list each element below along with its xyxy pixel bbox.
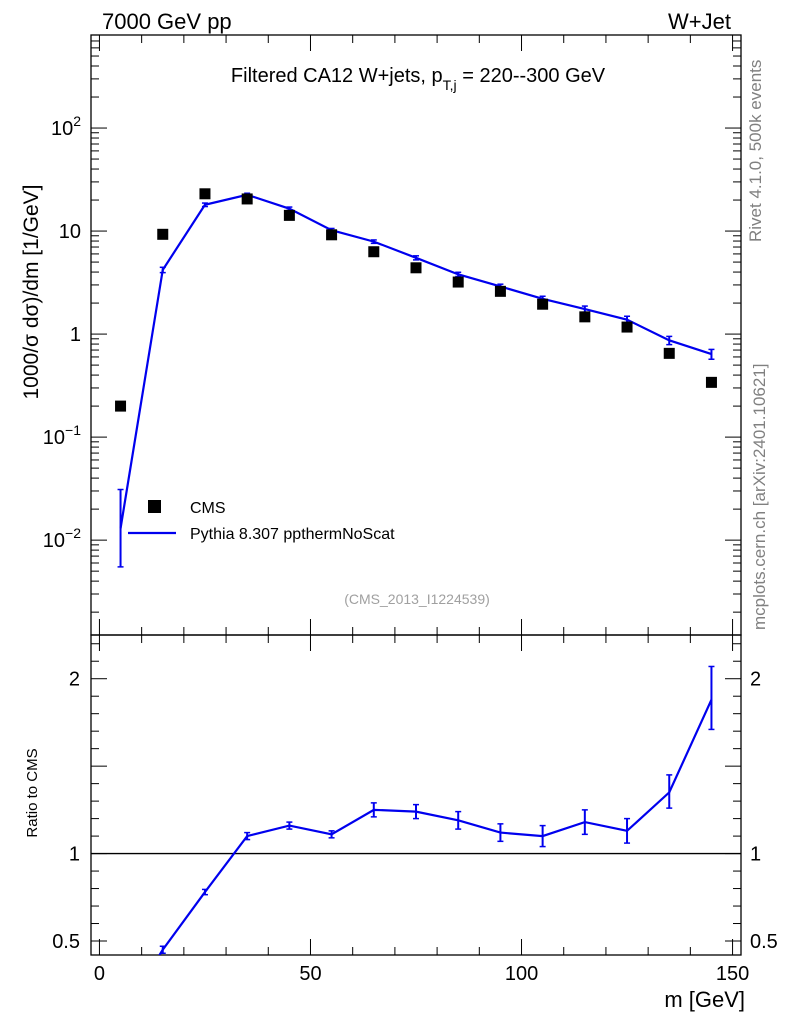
main-title: Filtered CA12 W+jets, pT,j = 220--300 Ge…	[231, 65, 606, 93]
header-right: W+Jet	[668, 9, 731, 34]
cms-point	[663, 347, 675, 359]
legend: CMS Pythia 8.307 ppthermNoScat	[128, 500, 395, 543]
cms-point	[579, 311, 591, 323]
rivet-label: Rivet 4.1.0, 500k events	[746, 60, 765, 242]
main-ylabel: 1000/σ dσ)/dm [1/GeV]	[20, 184, 43, 399]
header-left: 7000 GeV pp	[102, 9, 232, 34]
cms-point	[494, 285, 506, 297]
ratio-y-tick-label-right: 0.5	[750, 931, 778, 953]
x-axis-label: m [GeV]	[664, 987, 745, 1012]
cms-point	[326, 229, 338, 241]
main-frame-box	[90, 34, 742, 636]
ratio-y-tick-label: 0.5	[52, 931, 80, 953]
cms-point	[199, 188, 211, 200]
ratio-y-tick-label: 1	[69, 844, 80, 866]
cms-point	[621, 321, 633, 333]
main-y-tick-label: 102	[51, 113, 81, 140]
cms-point	[452, 276, 464, 288]
ratio-xticks: 0 50 100 150	[94, 963, 749, 985]
cms-point	[283, 209, 295, 221]
ratio-line	[158, 699, 713, 955]
cms-point	[115, 400, 127, 412]
ratio-yticks: 0.5 0.5 1 1 2 2	[52, 643, 778, 953]
analysis-reference: (CMS_2013_I1224539)	[344, 591, 490, 607]
legend-cms-label: CMS	[190, 500, 226, 517]
ratio-y-tick-label-right: 2	[750, 669, 761, 691]
main-y-tick-label: 10	[59, 221, 81, 243]
cms-point	[241, 193, 253, 205]
ratio-series-inner	[158, 665, 715, 955]
main-frame	[90, 34, 742, 636]
x-tick-label: 100	[505, 963, 538, 985]
cms-point	[410, 262, 422, 274]
ratio-ylabel: Ratio to CMS	[24, 748, 41, 837]
x-tick-label: 150	[716, 963, 749, 985]
ratio-frame-box	[90, 634, 742, 956]
ratio-series	[158, 665, 715, 955]
main-y-tick-label: 10−1	[43, 422, 81, 449]
legend-mc-label: Pythia 8.307 ppthermNoScat	[190, 526, 395, 543]
main-y-tick-label: 10−2	[43, 525, 81, 552]
x-tick-label: 0	[94, 963, 105, 985]
cms-point	[157, 228, 169, 240]
mc-line	[119, 193, 712, 529]
cms-point	[705, 376, 717, 388]
cms-point	[368, 246, 380, 258]
legend-cms-marker	[148, 500, 161, 513]
x-tick-label: 50	[299, 963, 321, 985]
main-y-tick-label: 1	[70, 324, 81, 346]
ratio-y-tick-label: 2	[69, 669, 80, 691]
main-yticks: 102 10 1 10−1 10−2	[43, 34, 741, 613]
cms-series	[115, 188, 717, 412]
ratio-frame	[90, 634, 742, 956]
ratio-y-tick-label-right: 1	[750, 844, 761, 866]
mcplots-label: mcplots.cern.ch [arXiv:2401.10621]	[750, 364, 769, 630]
cms-point	[537, 298, 549, 310]
